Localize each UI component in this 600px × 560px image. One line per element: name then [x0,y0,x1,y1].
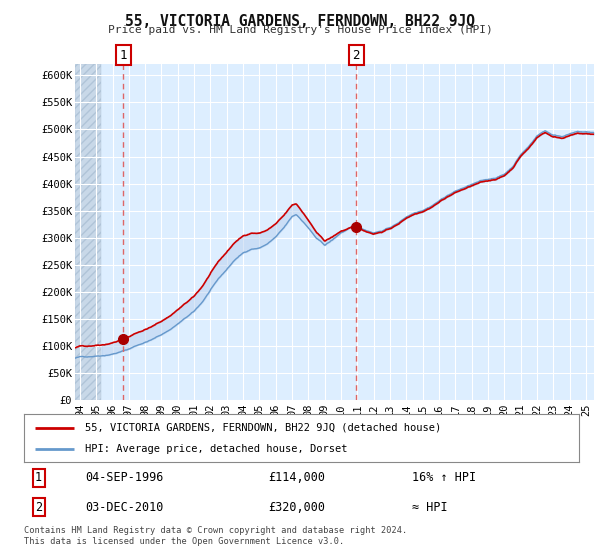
Text: £320,000: £320,000 [268,501,325,514]
Text: £114,000: £114,000 [268,471,325,484]
Text: ≈ HPI: ≈ HPI [413,501,448,514]
Text: Price paid vs. HM Land Registry's House Price Index (HPI): Price paid vs. HM Land Registry's House … [107,25,493,35]
Text: 1: 1 [35,471,42,484]
Text: 04-SEP-1996: 04-SEP-1996 [85,471,163,484]
Text: 2: 2 [35,501,42,514]
Text: 1: 1 [120,49,127,62]
Bar [75,64,101,400]
Text: 16% ↑ HPI: 16% ↑ HPI [413,471,476,484]
Text: 03-DEC-2010: 03-DEC-2010 [85,501,163,514]
Text: 55, VICTORIA GARDENS, FERNDOWN, BH22 9JQ (detached house): 55, VICTORIA GARDENS, FERNDOWN, BH22 9JQ… [85,423,442,433]
Text: Contains HM Land Registry data © Crown copyright and database right 2024.
This d: Contains HM Land Registry data © Crown c… [24,526,407,546]
Text: HPI: Average price, detached house, Dorset: HPI: Average price, detached house, Dors… [85,444,347,454]
Text: 2: 2 [352,49,360,62]
Text: 55, VICTORIA GARDENS, FERNDOWN, BH22 9JQ: 55, VICTORIA GARDENS, FERNDOWN, BH22 9JQ [125,14,475,29]
